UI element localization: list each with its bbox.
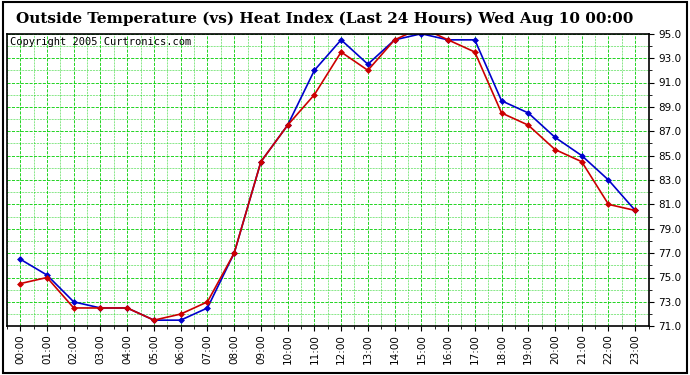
Text: Outside Temperature (vs) Heat Index (Last 24 Hours) Wed Aug 10 00:00: Outside Temperature (vs) Heat Index (Las… bbox=[16, 11, 633, 26]
Text: Copyright 2005 Curtronics.com: Copyright 2005 Curtronics.com bbox=[10, 37, 191, 46]
